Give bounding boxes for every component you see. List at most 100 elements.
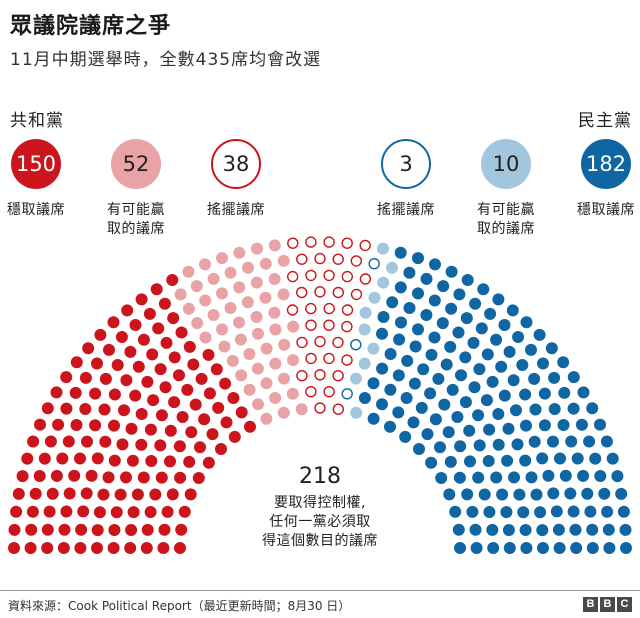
seat-dot xyxy=(537,357,549,370)
seat-dot xyxy=(79,403,92,415)
seat-dot xyxy=(467,336,480,349)
seat-dot xyxy=(161,505,174,518)
seat-dot xyxy=(181,383,194,396)
seat-dot xyxy=(434,441,446,454)
seat-dot xyxy=(250,276,263,289)
seat-dot xyxy=(98,403,111,416)
seat-dot xyxy=(91,524,104,537)
seat-dot xyxy=(492,293,505,306)
seat-dot xyxy=(81,435,93,448)
seat-dot xyxy=(167,312,180,325)
seat-dot xyxy=(173,369,185,382)
seat-dot xyxy=(384,348,397,360)
seat-dot xyxy=(350,406,363,419)
seat-dot xyxy=(567,402,580,415)
seat-dot xyxy=(176,411,189,423)
seat-dot xyxy=(620,542,632,554)
seat-dot xyxy=(80,487,93,500)
seat-dot xyxy=(278,338,291,351)
seat-dot xyxy=(552,523,565,536)
seat-dot xyxy=(135,438,148,451)
seat-dot xyxy=(154,363,167,376)
seat-dot xyxy=(27,435,40,448)
seat-dot xyxy=(536,452,549,465)
seat-dot xyxy=(114,488,127,501)
majority-caption-line: 得這個數目的議席 xyxy=(262,533,378,549)
seat-dot xyxy=(425,348,438,361)
seat-dot xyxy=(477,283,490,296)
seat-dot xyxy=(277,406,290,419)
seat-dot xyxy=(183,340,196,353)
seat-dot xyxy=(478,488,491,501)
seat-dot xyxy=(173,440,186,453)
seat-dot xyxy=(358,323,371,336)
seat-dot xyxy=(350,255,362,267)
seat-dot xyxy=(233,281,246,294)
seat-dot xyxy=(185,426,198,439)
seat-dot xyxy=(25,523,38,536)
seat-dot xyxy=(415,401,428,414)
seat-dot xyxy=(384,383,397,396)
seat-dot xyxy=(203,387,216,400)
seat-dot xyxy=(251,362,264,375)
seat-dot xyxy=(617,505,630,518)
seat-dot xyxy=(182,265,195,278)
seat-dot xyxy=(44,435,57,448)
seat-dot xyxy=(296,370,308,382)
seat-dot xyxy=(154,439,167,452)
seat-dot xyxy=(454,440,467,453)
seat-dot xyxy=(341,320,353,333)
seat-dot xyxy=(520,542,533,554)
seat-dot xyxy=(252,327,264,340)
seat-dot xyxy=(377,311,390,323)
seat-dot xyxy=(600,435,613,448)
seat-dot xyxy=(392,406,405,419)
seat-dot xyxy=(108,454,121,467)
seat-dot xyxy=(589,452,602,465)
chart-subtitle: 11月中期選舉時，全數435席均會改選 xyxy=(10,50,322,70)
seat-dot xyxy=(394,246,407,259)
legend-badge-label-line: 取的議席 xyxy=(477,221,535,237)
seat-dot xyxy=(581,487,594,500)
seat-dot xyxy=(91,357,103,370)
seat-dot xyxy=(459,351,472,364)
seat-dot xyxy=(34,418,46,431)
seat-dot xyxy=(473,363,486,376)
seat-dot xyxy=(323,236,335,248)
seat-dot xyxy=(376,398,388,411)
seat-dot xyxy=(118,404,130,417)
seat-dot xyxy=(386,261,398,274)
seat-dot xyxy=(542,469,555,482)
seat-dot xyxy=(187,358,200,371)
seat-dot xyxy=(233,246,246,259)
seat-dot xyxy=(10,505,23,518)
seat-dot xyxy=(286,304,299,316)
seat-dot xyxy=(108,419,120,432)
seat-dot xyxy=(314,335,326,348)
seat-dot xyxy=(358,392,371,404)
legend-badge-label: 穩取議席 xyxy=(556,201,640,220)
legend-badge-label-line: 搖擺議席 xyxy=(377,202,435,218)
seat-dot xyxy=(160,336,173,349)
legend-badge: 182 xyxy=(581,139,631,189)
seat-dot xyxy=(82,342,95,355)
seat-dot xyxy=(323,302,335,315)
seat-dot xyxy=(395,316,407,329)
seat-dot xyxy=(277,288,290,301)
seat-dot xyxy=(586,523,599,536)
seat-dot xyxy=(50,469,63,482)
seat-dot xyxy=(182,302,195,315)
seat-dot xyxy=(164,424,177,437)
legend-badge-label: 搖擺議席 xyxy=(186,201,286,220)
seat-dot xyxy=(594,470,607,482)
seat-dot xyxy=(85,469,98,482)
seat-dot xyxy=(111,359,124,371)
seat-dot xyxy=(567,371,580,384)
seat-dot xyxy=(260,377,273,390)
seat-dot xyxy=(475,322,488,335)
seat-dot xyxy=(144,423,157,436)
seat-dot xyxy=(207,309,220,321)
seat-dot xyxy=(131,488,144,501)
seat-dot xyxy=(332,286,344,299)
seat-dot xyxy=(107,542,120,554)
